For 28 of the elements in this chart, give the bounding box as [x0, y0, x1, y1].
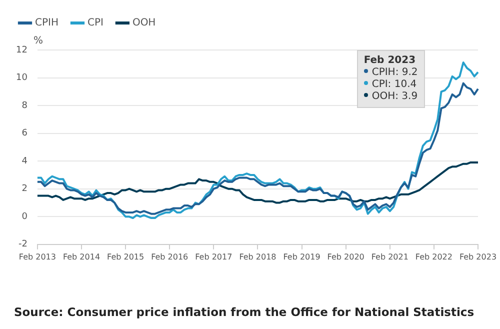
x-tick-label: Feb 2014 — [62, 252, 100, 262]
y-axis-title: % — [33, 36, 43, 47]
y-tick-label: 8 — [22, 100, 28, 111]
legend-label: OOH — [132, 18, 156, 29]
legend-label: CPI — [87, 18, 104, 29]
x-tick-label: Feb 2021 — [371, 252, 408, 262]
annotation: CPI: 10.4 — [370, 79, 418, 91]
x-tick-label: Feb 2015 — [107, 252, 144, 262]
y-tick-label: 12 — [16, 45, 28, 56]
x-tick-label: Feb 2016 — [151, 252, 188, 262]
y-tick-label: 2 — [22, 184, 28, 194]
annotation: OOH: 3.9 — [370, 91, 418, 103]
annotation: Feb 2023 — [364, 55, 417, 67]
annotation: CPIH: 9.2 — [370, 67, 418, 79]
legend-label: CPIH — [35, 18, 58, 29]
y-tick-label: -2 — [18, 240, 28, 250]
x-tick-label: Feb 2019 — [283, 252, 320, 262]
y-tick-label: 10 — [16, 73, 28, 84]
x-tick-label: Feb 2020 — [327, 252, 364, 262]
y-tick-label: 6 — [22, 128, 28, 139]
source-note: Source: Consumer price inflation from the Office for National Statistics — [14, 305, 474, 319]
x-tick-label: Feb 2013 — [18, 252, 56, 262]
x-tick-label: Feb 2023 — [459, 252, 497, 262]
x-tick-label: Feb 2018 — [239, 252, 276, 262]
x-tick-label: Feb 2017 — [195, 252, 232, 262]
y-tick-label: 0 — [22, 212, 28, 222]
y-tick-label: 4 — [22, 156, 28, 166]
x-tick-label: Feb 2022 — [415, 252, 452, 262]
